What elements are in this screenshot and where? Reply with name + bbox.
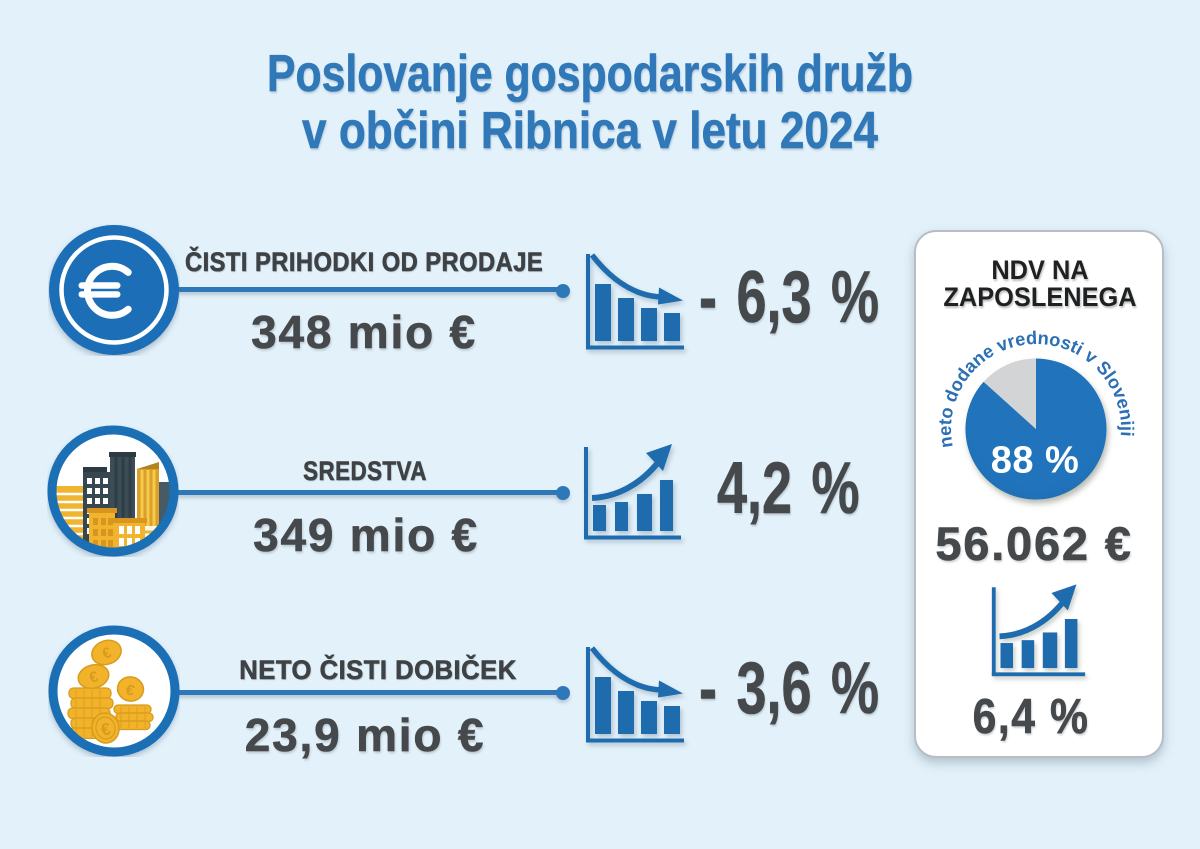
svg-text:€: €	[99, 719, 113, 740]
svg-text:88 %: 88 %	[991, 440, 1080, 482]
